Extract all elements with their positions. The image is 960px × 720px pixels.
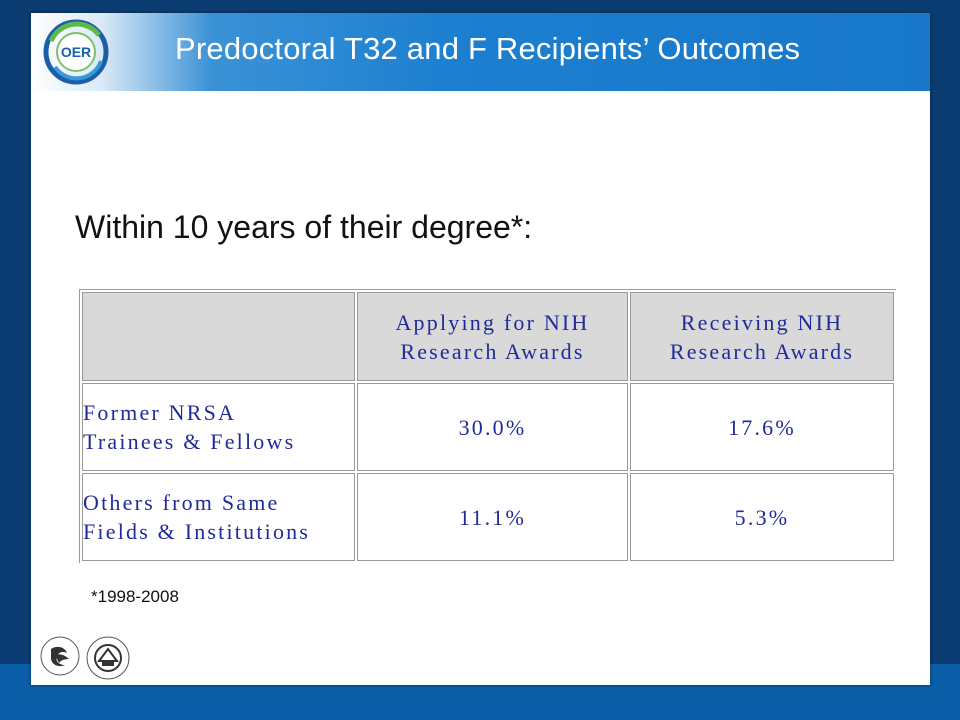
slide-subtitle: Within 10 years of their degree*: (75, 209, 533, 245)
row-header-others: Others from Same Fields & Institutions (82, 473, 355, 561)
slide-header: OER Predoctoral T32 and F Recipients’ Ou… (31, 13, 930, 91)
column-header-line: Receiving NIH (680, 309, 844, 335)
column-header-applying: Applying for NIH Research Awards (357, 292, 628, 381)
column-header-receiving: Receiving NIH Research Awards (630, 292, 894, 381)
footnote: *1998-2008 (91, 587, 179, 606)
cell-former-applying: 30.0% (357, 383, 628, 471)
cell-others-applying: 11.1% (357, 473, 628, 561)
table-row: Others from Same Fields & Institutions 1… (82, 473, 894, 561)
slide: OER Predoctoral T32 and F Recipients’ Ou… (31, 13, 930, 685)
table-row: Former NRSA Trainees & Fellows 30.0% 17.… (82, 383, 894, 471)
oer-logo: OER (43, 19, 109, 85)
column-header-line: Research Awards (400, 338, 585, 364)
cell-former-receiving: 17.6% (630, 383, 894, 471)
cell-others-receiving: 5.3% (630, 473, 894, 561)
row-header-line: Trainees & Fellows (83, 429, 296, 454)
row-header-former-nrsa: Former NRSA Trainees & Fellows (82, 383, 355, 471)
oer-logo-text: OER (61, 44, 91, 60)
hhs-seal-icon (40, 636, 80, 676)
outcomes-table: Applying for NIH Research Awards Receivi… (79, 289, 896, 563)
column-header-line: Research Awards (669, 338, 855, 364)
table-corner-cell (82, 292, 355, 381)
column-header-line: Applying for NIH (395, 309, 590, 335)
table-header-row: Applying for NIH Research Awards Receivi… (82, 292, 894, 381)
row-header-line: Others from Same (83, 490, 280, 515)
nih-seal-icon (86, 636, 130, 680)
slide-title: Predoctoral T32 and F Recipients’ Outcom… (175, 31, 801, 66)
row-header-line: Former NRSA (83, 400, 237, 425)
row-header-line: Fields & Institutions (83, 519, 311, 544)
